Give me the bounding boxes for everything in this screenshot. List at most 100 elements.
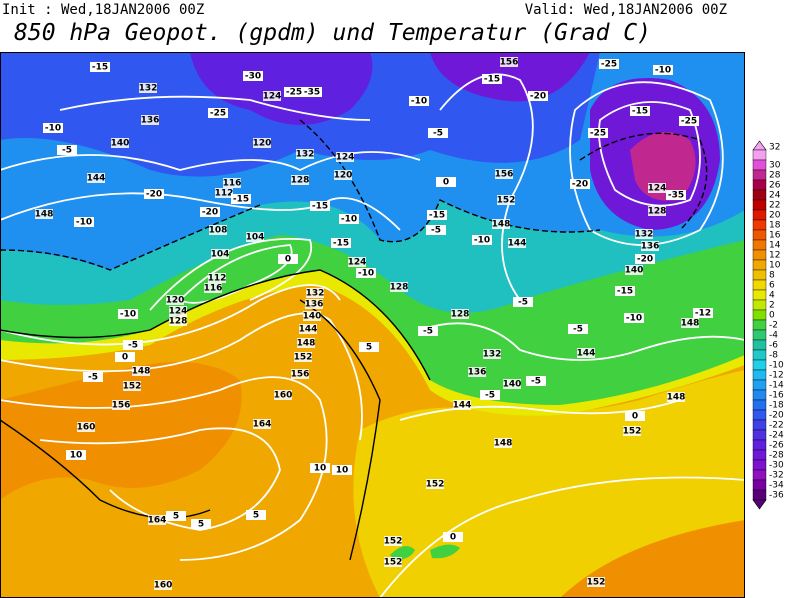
geopotential-label: 124 [348, 258, 367, 268]
temperature-label-bg [208, 108, 228, 118]
geopotential-label: 140 [111, 139, 130, 149]
geopotential-label: 136 [305, 300, 324, 310]
colorbar-label: 18 [769, 221, 781, 231]
geopotential-label: 152 [497, 196, 516, 206]
geopotential-label: 148 [681, 319, 700, 329]
temperature-label: 10 [70, 451, 83, 461]
geopotential-label-bg [77, 422, 95, 432]
colorbar-cell [752, 189, 767, 201]
colorbar-label: -32 [769, 471, 784, 481]
geopotential-label: 152 [587, 578, 606, 588]
temperature-label-bg [568, 324, 588, 334]
temperature-label: -5 [518, 298, 528, 308]
colorbar-label: 20 [769, 211, 781, 221]
geopotential-label: 160 [274, 391, 293, 401]
colorbar-cell [752, 439, 767, 451]
geopotential-label-bg [169, 306, 187, 316]
temperature-label: -12 [695, 309, 711, 319]
geopotential-label: 144 [453, 401, 472, 411]
geopotential-label-bg [297, 338, 315, 348]
colorbar-label: 2 [769, 301, 775, 311]
temperature-label-bg [57, 145, 77, 155]
temperature-label-bg [302, 87, 322, 97]
geopotential-label-bg [384, 536, 402, 546]
temperature-label-bg [200, 207, 220, 217]
colorbar-cell [752, 319, 767, 331]
colorbar-label: -12 [769, 371, 784, 381]
colorbar-cell [752, 359, 767, 371]
colorbar-cell [752, 179, 767, 191]
temperature-label-bg [418, 326, 438, 336]
temperature-label-bg [428, 128, 448, 138]
temperature-label-bg [191, 519, 211, 529]
colorbar-label: 6 [769, 281, 775, 291]
colorbar-label: 24 [769, 191, 781, 201]
colorbar-cell [752, 159, 767, 171]
geopotential-label: 128 [169, 317, 188, 327]
colorbar-label: 22 [769, 201, 780, 211]
geopotential-label: 152 [294, 353, 313, 363]
colorbar-cell [752, 369, 767, 381]
colorbar-cell [752, 469, 767, 481]
colorbar-label: -4 [769, 331, 778, 341]
geopotential-label: 112 [208, 274, 227, 284]
colorbar-cell [752, 489, 767, 501]
geopotential-label-bg [204, 283, 222, 293]
geopotential-label-bg [468, 367, 486, 377]
geopotential-label: 144 [577, 349, 596, 359]
colorbar-cell [752, 429, 767, 441]
temperature-label-bg [243, 71, 263, 81]
geopotential-label: 136 [141, 116, 160, 126]
temperature-label: 5 [366, 343, 372, 353]
geopotential-label-bg [291, 175, 309, 185]
geopotential-label: 152 [384, 558, 403, 568]
colorbar-cell [752, 329, 767, 341]
geopotential-label-bg [208, 273, 226, 283]
geopotential-label-bg [296, 149, 314, 159]
colorbar-label: -24 [769, 431, 784, 441]
geopotential-label-bg [667, 392, 685, 402]
geopotential-label: 108 [209, 226, 228, 236]
colorbar-cell [752, 269, 767, 281]
colorbar-arrow [752, 140, 767, 151]
geopotential-label-bg [681, 318, 699, 328]
colorbar-label: 4 [769, 291, 775, 301]
temperature-label: 5 [173, 512, 179, 522]
temperature-label-bg [635, 254, 655, 264]
geopotential-label: 148 [297, 339, 316, 349]
geopotential-label-bg [508, 238, 526, 248]
temperature-label-bg [231, 194, 251, 204]
geopotential-label-bg [625, 265, 643, 275]
geopotential-label-bg [306, 288, 324, 298]
temperature-label: -25 [590, 129, 606, 139]
colorbar-label: -26 [769, 441, 784, 451]
temperature-label-bg [331, 238, 351, 248]
geopotential-label: 132 [306, 289, 325, 299]
temperature-label: -15 [312, 202, 328, 212]
temperature-label: -25 [210, 109, 226, 119]
colorbar-label: 16 [769, 231, 781, 241]
temperature-label-bg [679, 116, 699, 126]
colorbar-label: 8 [769, 271, 775, 281]
colorbar-cell [752, 299, 767, 311]
geopotential-label: 140 [625, 266, 644, 276]
temperature-label: -15 [484, 75, 500, 85]
temperature-label: 0 [450, 533, 456, 543]
geopotential-label-bg [246, 232, 264, 242]
colorbar-cell [752, 259, 767, 271]
temperature-label-bg [356, 268, 376, 278]
colorbar-label: 12 [769, 251, 780, 261]
colorbar-cell [752, 209, 767, 221]
colorbar-label: -14 [769, 381, 784, 391]
geopotential-label-bg [35, 209, 53, 219]
geopotential-label-bg [492, 219, 510, 229]
colorbar-label: -18 [769, 401, 784, 411]
geopotential-label: 120 [334, 171, 353, 181]
colorbar-label: -34 [769, 481, 784, 491]
colorbar-cell [752, 339, 767, 351]
geopotential-label-bg [451, 309, 469, 319]
temperature-label-bg [74, 217, 94, 227]
geopotential-label-bg [123, 381, 141, 391]
colorbar-cell [752, 309, 767, 321]
